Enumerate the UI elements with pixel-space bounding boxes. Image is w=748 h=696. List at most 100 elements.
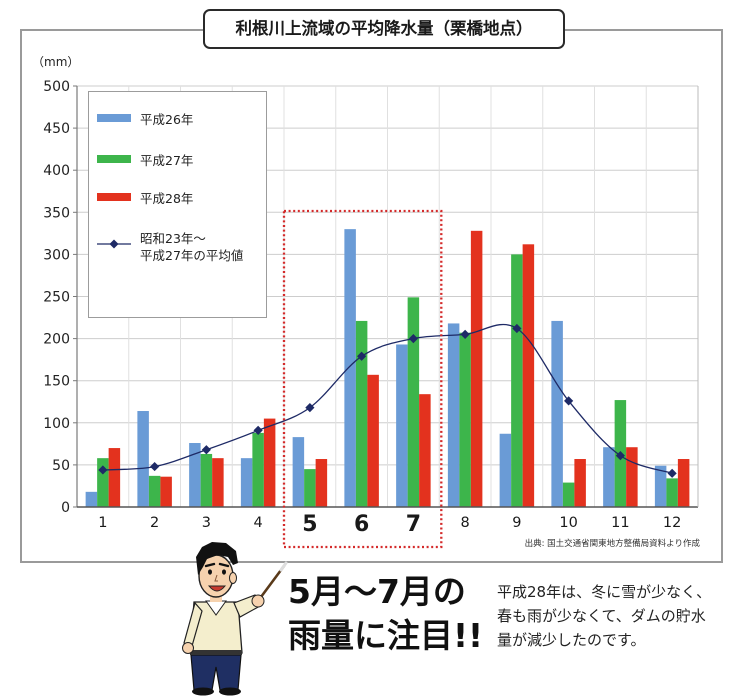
- bar: [603, 447, 615, 507]
- bar: [396, 344, 408, 507]
- diamond-marker: [460, 329, 470, 339]
- x-tick-label: 8: [460, 515, 469, 531]
- pointing-man-illustration: [182, 542, 288, 696]
- diamond-marker: [305, 403, 315, 413]
- ear: [229, 572, 237, 584]
- bar: [315, 459, 328, 507]
- bar: [367, 374, 379, 507]
- legend-item-heisei26: 平成26年: [97, 110, 194, 127]
- legend-diamond-marker: [109, 239, 119, 249]
- bar: [511, 254, 523, 507]
- bar: [240, 458, 253, 507]
- x-tick-label: 9: [512, 515, 521, 531]
- bar-series-3: [108, 230, 690, 508]
- hair: [196, 542, 238, 575]
- bar: [252, 432, 264, 507]
- legend-label-heisei28: 平成28年: [140, 190, 194, 206]
- legend-swatch-heisei26: [97, 114, 131, 122]
- bar: [562, 482, 575, 507]
- legend-swatch-heisei28: [97, 193, 131, 201]
- x-tick-label: 2: [150, 515, 159, 531]
- x-tick-label: 4: [253, 515, 262, 531]
- y-axis-label: （mm）: [32, 55, 79, 69]
- bar: [189, 443, 201, 507]
- y-tick-label: 50: [52, 458, 70, 474]
- left-hand: [182, 642, 194, 654]
- diamond-marker: [98, 465, 108, 475]
- note-line-2: 春も雨が少なくて、ダムの貯水: [497, 607, 706, 625]
- x-tick-label: 11: [611, 515, 629, 531]
- bar: [108, 448, 121, 507]
- x-tick-label: 12: [663, 515, 681, 531]
- bar: [470, 230, 483, 507]
- callout-line-1: 5月～7月の: [288, 572, 466, 611]
- left-shoe: [192, 687, 214, 696]
- legend-label-heisei27: 平成27年: [140, 152, 194, 168]
- legend-label-heisei26: 平成26年: [140, 111, 194, 127]
- trousers: [190, 654, 242, 691]
- legend-item-heisei28: 平成28年: [97, 189, 194, 206]
- y-tick-label: 200: [43, 332, 70, 348]
- bar: [263, 418, 276, 507]
- bar: [355, 320, 368, 507]
- callout-text: 5月～7月の 雨量に注目!!: [288, 570, 488, 658]
- legend-swatch-heisei27: [97, 155, 131, 163]
- bar: [522, 244, 535, 508]
- bar: [85, 491, 98, 507]
- right-eye: [222, 569, 226, 575]
- pointer-tip: [279, 561, 288, 572]
- note-line-1: 平成28年は、冬に雪が少なく、: [497, 583, 712, 601]
- y-tick-label: 0: [61, 500, 70, 516]
- x-tick-label-highlighted: 5: [302, 512, 317, 537]
- x-tick-label: 3: [202, 515, 211, 531]
- diamond-marker: [615, 451, 625, 461]
- bar: [626, 447, 638, 507]
- highlight-box-months-5-7: [282, 209, 443, 549]
- bar: [551, 320, 563, 507]
- explanation-note: 平成28年は、冬に雪が少なく、 春も雨が少なくて、ダムの貯水 量が減少したのです…: [497, 580, 737, 652]
- chart-title: 利根川上流域の平均降水量（栗橋地点）: [203, 9, 565, 49]
- y-tick-label: 500: [43, 79, 70, 95]
- callout-line-2: 雨量に注目!!: [288, 616, 484, 655]
- bar: [304, 469, 316, 507]
- x-tick-label: 1: [98, 515, 107, 531]
- right-hand: [251, 594, 265, 608]
- y-tick-label: 150: [43, 374, 70, 390]
- y-tick-label: 300: [43, 247, 70, 263]
- y-tick-label: 250: [43, 290, 70, 306]
- legend-item-heisei27: 平成27年: [97, 151, 194, 168]
- belt: [190, 650, 242, 655]
- bar: [499, 433, 512, 507]
- bar: [137, 411, 149, 507]
- y-tick-labels: 0 50 100 150 200 250 300 350 400 450 500: [43, 79, 77, 516]
- legend-label-average: 昭和23年～ 平成27年の平均値: [140, 231, 244, 263]
- x-tick-label-highlighted: 7: [406, 512, 421, 537]
- bar: [160, 476, 172, 507]
- bar-series-1: [85, 229, 667, 507]
- x-tick-label: 10: [559, 515, 577, 531]
- diamond-marker: [512, 323, 522, 334]
- bar: [447, 323, 460, 507]
- diamond-marker: [253, 425, 263, 435]
- bar: [344, 229, 356, 507]
- diamond-marker: [150, 461, 160, 472]
- bar: [292, 437, 305, 507]
- source-note: 出典: 国土交通省関東地方整備局資料より作成: [525, 538, 701, 549]
- bar: [459, 332, 471, 507]
- bar: [407, 297, 420, 507]
- diamond-marker: [408, 334, 418, 344]
- bar: [148, 475, 161, 507]
- diamond-marker: [201, 445, 211, 455]
- y-tick-label: 350: [43, 205, 70, 221]
- bar: [212, 458, 224, 507]
- x-tick-labels: 1 2 3 4 5 6 7 8 9 10 11 12: [98, 512, 681, 537]
- diamond-marker: [564, 396, 574, 406]
- smiling-mouth: [207, 585, 227, 592]
- bar: [666, 478, 678, 507]
- bar: [419, 394, 431, 507]
- bar: [677, 459, 690, 507]
- bar: [574, 459, 586, 507]
- diamond-marker: [667, 468, 677, 478]
- legend-swatch-average-line: [97, 239, 131, 249]
- y-tick-label: 400: [43, 163, 70, 179]
